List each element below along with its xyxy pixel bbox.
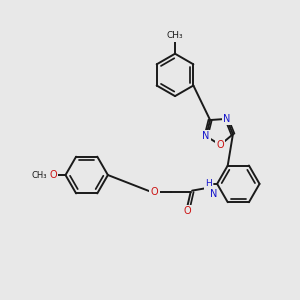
Text: O: O xyxy=(183,206,191,216)
Text: CH₃: CH₃ xyxy=(167,32,183,40)
Text: N: N xyxy=(202,131,210,141)
Text: O: O xyxy=(151,187,158,197)
Text: O: O xyxy=(49,170,57,180)
Text: H: H xyxy=(205,179,212,188)
Text: O: O xyxy=(216,140,224,150)
Text: N: N xyxy=(210,189,217,199)
Text: N: N xyxy=(223,114,230,124)
Text: CH₃: CH₃ xyxy=(31,170,47,179)
